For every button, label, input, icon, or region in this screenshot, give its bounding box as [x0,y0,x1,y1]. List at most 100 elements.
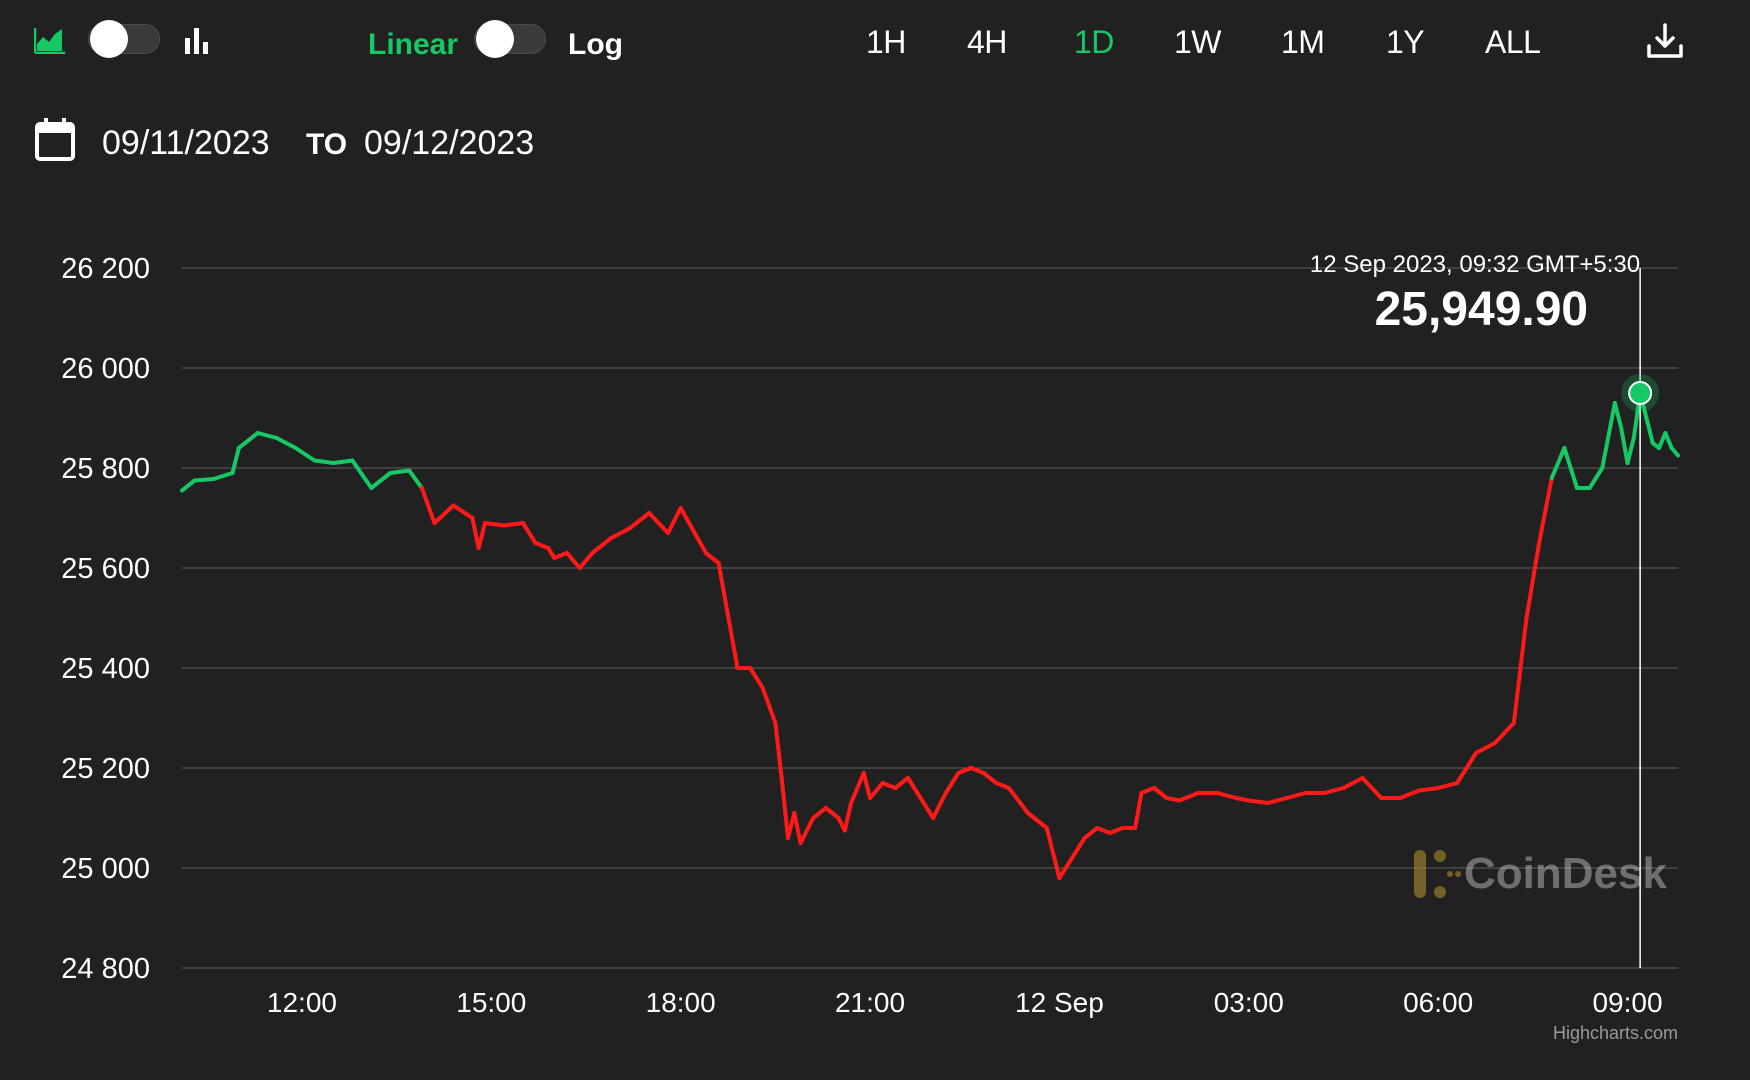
price-line-segment [1455,751,1479,785]
price-line-segment [1177,791,1201,803]
x-tick-label: 06:00 [1403,987,1473,1018]
price-line-segment [331,458,355,465]
price-line-segment [905,776,923,800]
price-line-segment [1436,781,1460,790]
price-line-segment [1082,826,1100,840]
price-line-segment [419,486,437,525]
price-line-segment [230,446,241,475]
range-1w-button[interactable]: 1W [1174,24,1222,60]
price-line-segment [1006,786,1030,815]
price-line-segment [1107,826,1125,835]
price-line-segment [1139,786,1157,795]
price-line-segment [1669,446,1680,458]
price-line-segment [552,551,570,560]
price-line-segment [1152,786,1169,800]
price-line-segment [1284,791,1308,800]
price-line-segment [1322,786,1346,795]
x-tick-label: 18:00 [646,987,716,1018]
price-line-segment [849,771,866,805]
y-tick-label: 25 400 [61,653,150,685]
price-line-segment [451,503,475,520]
chart-type-toggle[interactable] [88,20,160,58]
price-line-segment [1492,721,1516,745]
bar-chart-icon[interactable] [184,24,212,56]
price-line-segment [868,781,885,800]
price-line-segment [792,811,803,845]
price-line-segment [716,561,740,670]
price-line-segment [1234,796,1251,803]
price-line-segment [1246,798,1270,805]
y-tick-label: 25 200 [61,753,150,785]
price-line-segment [1619,426,1630,465]
range-1h-button[interactable]: 1H [866,24,906,60]
y-tick-label: 25 000 [61,853,150,885]
x-tick-label: 21:00 [835,987,905,1018]
price-line-segment [811,806,828,820]
range-all-button[interactable]: ALL [1485,24,1541,60]
price-line-segment [1562,446,1580,490]
price-line-segment [773,721,784,780]
price-line-segment [1057,856,1075,880]
price-line-segment [779,776,790,840]
price-line-segment [211,471,235,481]
price-line-segment [577,551,595,570]
date-from[interactable]: 09/11/2023 [102,124,270,162]
calendar-icon[interactable] [34,116,76,162]
scale-toggle[interactable] [474,20,546,58]
price-line-segment [760,686,778,725]
price-line-segment [533,541,551,550]
price-line-segment [255,431,279,440]
price-line-segment [931,791,948,820]
price-line-segment [520,521,538,545]
range-1m-button[interactable]: 1M [1281,24,1325,60]
price-line-segment [1663,431,1674,450]
price-line-segment [918,796,936,820]
date-to-label: TO [306,128,348,161]
download-icon[interactable] [1646,22,1684,60]
price-line-segment [1044,826,1062,880]
price-line-segment [590,536,614,555]
price-line-segment [1025,811,1049,830]
price-line-segment [893,776,910,790]
x-tick-label: 03:00 [1214,987,1284,1018]
date-to[interactable]: 09/12/2023 [364,124,535,162]
price-line-segment [236,431,260,450]
range-1y-button[interactable]: 1Y [1386,24,1425,60]
scale-log-label[interactable]: Log [568,28,623,61]
price-line-segment [470,516,481,550]
toggle-knob [90,20,128,58]
price-line-segment [1625,436,1636,465]
price-line-segment [981,771,999,785]
price-line-segment [609,526,633,540]
price-line-segment [1612,401,1624,430]
price-line-segment [678,506,708,555]
price-line-segment [798,816,816,845]
price-line-segment [1549,446,1567,480]
price-line-segment [1360,776,1384,800]
price-line-segment [628,511,652,530]
x-tick-label: 12 Sep [1015,987,1104,1018]
price-line-segment [647,511,671,535]
range-4h-button[interactable]: 4H [967,24,1007,60]
price-line-segment [666,506,683,535]
y-tick-label: 25 800 [61,453,150,485]
price-line-segment [388,468,412,475]
area-chart-icon[interactable] [33,26,66,55]
price-line-segment [943,771,961,795]
price-line-segment [1215,791,1239,800]
price-line-segment [1164,796,1182,803]
price-line-segment [823,806,841,820]
price-line-segment [407,468,424,490]
price-line-segment [994,781,1011,790]
price-line-segment [1133,791,1144,830]
scale-linear-label[interactable]: Linear [368,28,459,61]
price-line-segment [703,551,721,565]
price-line-segment [1587,466,1605,490]
price-line-segment [842,801,854,833]
range-1d-button[interactable]: 1D [1074,24,1114,60]
highcharts-credits[interactable]: Highcharts.com [1553,1023,1678,1043]
price-line-segment [1417,786,1441,793]
price-line-segment [969,766,986,775]
price-line-segment [1524,541,1542,620]
